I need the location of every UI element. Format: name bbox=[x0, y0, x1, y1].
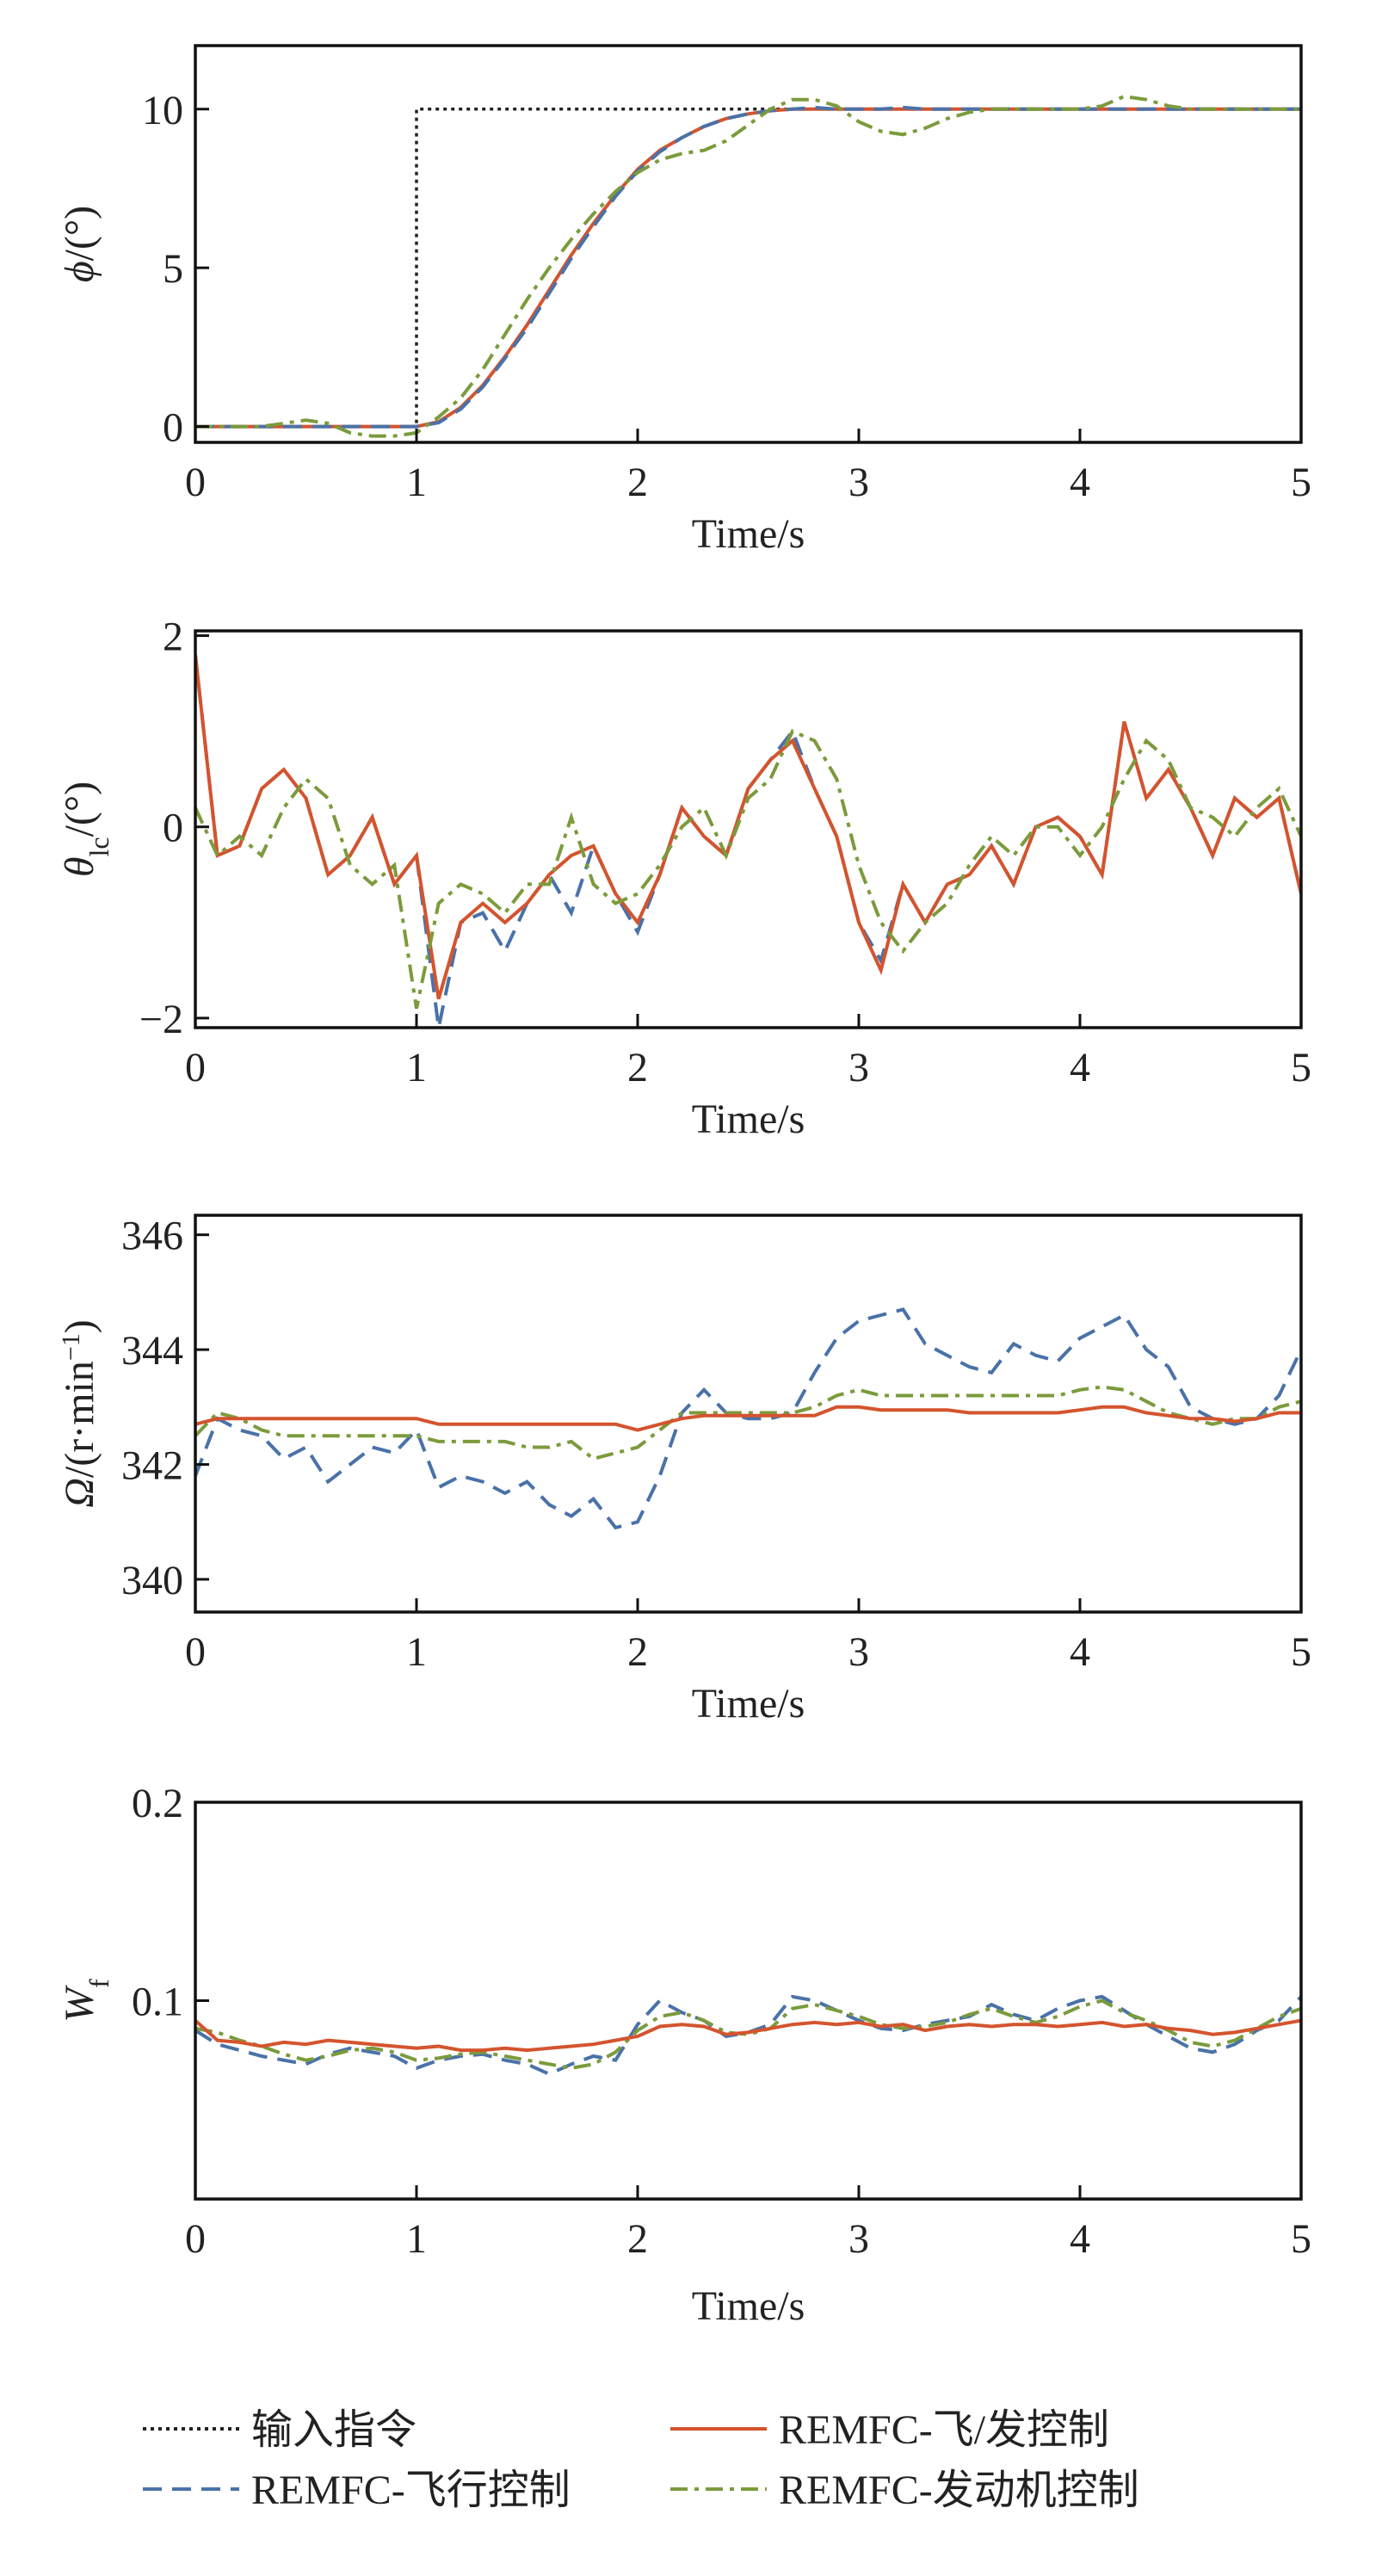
x-tick-label: 5 bbox=[1291, 1629, 1311, 1675]
series-line bbox=[195, 2018, 1301, 2053]
x-tick-label: 4 bbox=[1070, 1629, 1090, 1675]
axes-frame bbox=[194, 1801, 1303, 2201]
x-tick-label: 0 bbox=[185, 1629, 206, 1675]
y-tick-label: −2 bbox=[139, 997, 183, 1042]
x-tick-label: 0 bbox=[185, 2216, 206, 2262]
series-line bbox=[195, 1998, 1301, 2070]
series-line bbox=[195, 654, 1301, 1028]
series-line bbox=[195, 1994, 1301, 2076]
x-axis-label: Time/s bbox=[692, 1096, 805, 1142]
y-axis-label-part: θ bbox=[57, 857, 102, 878]
y-axis-label: θlc/(°) bbox=[57, 781, 114, 877]
y-axis-label: ϕ/(°) bbox=[57, 206, 102, 282]
series-line bbox=[195, 94, 1301, 438]
x-axis-label: Time/s bbox=[692, 2283, 805, 2329]
y-axis-label-part: /(°) bbox=[57, 781, 102, 837]
series-line bbox=[195, 1385, 1301, 1461]
series-line bbox=[195, 108, 1301, 429]
x-tick-label: 2 bbox=[627, 460, 648, 505]
y-axis-label-part: f bbox=[83, 1979, 114, 1988]
x-tick-label: 5 bbox=[1291, 1045, 1311, 1090]
y-tick-label: 0 bbox=[163, 806, 183, 851]
x-tick-label: 2 bbox=[627, 1629, 648, 1675]
x-tick-label: 2 bbox=[627, 1045, 648, 1090]
y-tick-label: 0.2 bbox=[132, 1781, 183, 1826]
y-axis-label-part: −1 bbox=[57, 1333, 85, 1361]
y-axis-label: Ω/(r·min−1) bbox=[57, 1319, 103, 1508]
x-axis-label: Time/s bbox=[692, 1681, 805, 1727]
x-tick-label: 4 bbox=[1070, 460, 1090, 505]
x-tick-label: 0 bbox=[185, 1045, 206, 1090]
y-axis-label-part: ) bbox=[57, 1319, 102, 1333]
y-tick-label: 342 bbox=[121, 1443, 183, 1489]
series-line bbox=[195, 107, 1301, 429]
y-tick-label: 344 bbox=[121, 1328, 183, 1374]
x-tick-label: 4 bbox=[1070, 2216, 1090, 2262]
legend-label: REMFC-飞行控制 bbox=[251, 2468, 571, 2513]
y-axis-label-part: Ω bbox=[57, 1478, 102, 1508]
subplot: 0 1 2 3 4 5 340 342 344 346 Time/s Ω/(r·min−1) bbox=[57, 1214, 1312, 1727]
legend-label: 输入指令 bbox=[251, 2407, 416, 2453]
y-axis-label: Wf bbox=[57, 1979, 114, 2023]
series-line bbox=[195, 728, 1301, 1010]
y-axis-label-part: W bbox=[57, 1985, 102, 2023]
y-axis-label-part: ϕ bbox=[57, 261, 102, 282]
x-tick-label: 5 bbox=[1291, 2216, 1311, 2262]
y-axis-label-part: lc bbox=[83, 837, 114, 856]
x-tick-label: 1 bbox=[406, 2216, 427, 2262]
legend: 输入指令 REMFC-飞/发控制 REMFC-飞行控制 REMFC-发动机控制 bbox=[143, 2407, 1139, 2513]
subplot: 0 1 2 3 4 5 0 5 10 Time/s ϕ/(°) bbox=[57, 44, 1311, 557]
y-tick-label: 2 bbox=[163, 615, 183, 660]
legend-label: REMFC-飞/发控制 bbox=[779, 2407, 1109, 2453]
x-tick-label: 3 bbox=[848, 460, 869, 505]
axes-frame bbox=[194, 629, 1303, 1029]
series-line bbox=[195, 654, 1301, 1000]
y-tick-label: 0 bbox=[163, 405, 183, 451]
series-line bbox=[195, 105, 1301, 429]
y-tick-label: 10 bbox=[142, 88, 183, 133]
y-tick-label: 0.1 bbox=[132, 1980, 183, 2025]
x-tick-label: 1 bbox=[406, 460, 427, 505]
axes-frame bbox=[194, 1214, 1303, 1614]
x-tick-label: 4 bbox=[1070, 1045, 1090, 1090]
y-axis-label-part: /(°) bbox=[57, 206, 102, 262]
y-tick-label: 340 bbox=[121, 1558, 183, 1603]
subplot: 0 1 2 3 4 5 0.1 0.2 Time/s Wf bbox=[57, 1781, 1311, 2329]
x-tick-label: 1 bbox=[406, 1629, 427, 1675]
x-tick-label: 3 bbox=[848, 2216, 869, 2262]
series-line bbox=[195, 1307, 1301, 1530]
axes-frame bbox=[194, 44, 1303, 444]
x-tick-label: 0 bbox=[185, 460, 206, 505]
y-tick-label: 346 bbox=[121, 1214, 183, 1259]
x-tick-label: 3 bbox=[848, 1629, 869, 1675]
x-tick-label: 2 bbox=[627, 2216, 648, 2262]
x-tick-label: 1 bbox=[406, 1045, 427, 1090]
legend-label: REMFC-发动机控制 bbox=[779, 2468, 1139, 2513]
x-axis-label: Time/s bbox=[692, 511, 805, 557]
x-tick-label: 3 bbox=[848, 1045, 869, 1090]
x-tick-label: 5 bbox=[1291, 460, 1311, 505]
series-line bbox=[195, 1405, 1301, 1432]
y-tick-label: 5 bbox=[163, 246, 183, 292]
y-axis-label-part: /(r·min bbox=[57, 1361, 102, 1478]
